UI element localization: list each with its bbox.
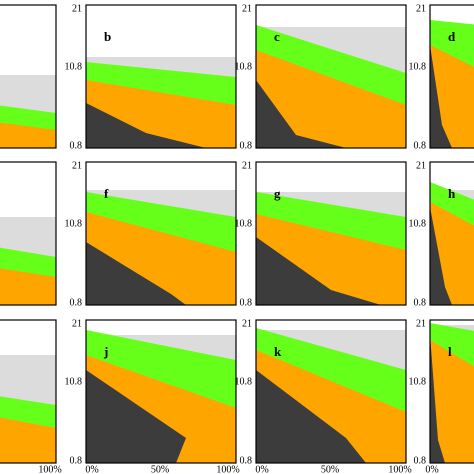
x-tick-label: 0% <box>425 464 438 474</box>
y-tick-label: 10.8 <box>65 218 83 229</box>
y-tick-label: 0.8 <box>414 455 427 466</box>
y-tick-label: 10.8 <box>235 61 253 72</box>
y-tick-label: 10.8 <box>409 218 427 229</box>
y-tick-label: 10.8 <box>65 61 83 72</box>
panel-frame <box>429 4 474 149</box>
x-tick-label: 100% <box>38 464 61 474</box>
y-tick-label: 0.8 <box>70 455 83 466</box>
y-tick-label: 10.8 <box>235 376 253 387</box>
panel: c 21 10.8 0.8 <box>235 3 407 151</box>
x-tick-label: 0% <box>85 464 98 474</box>
panel-frame <box>0 4 57 149</box>
panel-frame <box>255 319 407 464</box>
panel: k 21 10.8 0.8 <box>235 318 407 466</box>
panel: f 21 10.8 0.8 <box>65 160 237 308</box>
y-tick-label: 21 <box>72 318 82 329</box>
dark-band <box>256 237 381 305</box>
y-tick-label: 21 <box>416 3 426 14</box>
y-tick-label: 10.8 <box>409 61 427 72</box>
panel-letter: f <box>104 186 109 201</box>
dark-band <box>430 335 445 463</box>
dark-band <box>86 242 186 305</box>
panel: j 21 10.8 0.8 <box>65 318 237 466</box>
panel-letter: k <box>274 344 282 359</box>
panel <box>0 4 57 149</box>
y-tick-label: 0.8 <box>240 455 253 466</box>
y-tick-label: 0.8 <box>240 297 253 308</box>
panel-letter: h <box>448 186 456 201</box>
y-tick-label: 0.8 <box>70 297 83 308</box>
panel-letter: g <box>274 186 281 201</box>
panel-letter: j <box>103 344 108 359</box>
panel-frame <box>0 161 57 306</box>
x-tick-label: 50% <box>321 464 339 474</box>
panel-frame <box>255 161 407 306</box>
panel <box>0 319 57 464</box>
y-tick-label: 10.8 <box>65 376 83 387</box>
panel-letter: l <box>448 344 452 359</box>
orange-band <box>430 340 474 463</box>
dark-band <box>86 370 186 463</box>
y-tick-label: 21 <box>72 160 82 171</box>
orange-band <box>0 417 56 463</box>
y-tick-label: 21 <box>242 160 252 171</box>
y-tick-label: 10.8 <box>409 376 427 387</box>
panel-letter: c <box>274 29 280 44</box>
panel-frame <box>255 4 407 149</box>
y-tick-label: 0.8 <box>414 140 427 151</box>
panel-letter: d <box>448 29 456 44</box>
dark-band <box>256 80 346 148</box>
x-tick-label: 100% <box>388 464 411 474</box>
y-tick-label: 0.8 <box>240 140 253 151</box>
y-tick-label: 21 <box>72 3 82 14</box>
dark-band <box>430 207 452 305</box>
panels: b 21 10.8 0.8 c 21 10.8 0.8 d 21 10.8 0.8 f 21 10.8 0.8… <box>0 3 474 474</box>
panel: d 21 10.8 0.8 <box>409 3 474 151</box>
orange-band <box>0 122 56 148</box>
panel <box>0 161 57 306</box>
y-tick-label: 21 <box>242 3 252 14</box>
panel-frame <box>429 161 474 306</box>
y-tick-label: 10.8 <box>235 218 253 229</box>
y-tick-label: 21 <box>416 160 426 171</box>
orange-band <box>0 268 56 305</box>
panel-frame <box>85 319 237 464</box>
dark-band <box>256 370 366 463</box>
panel-frame <box>85 161 237 306</box>
y-tick-label: 21 <box>242 318 252 329</box>
panel: h 21 10.8 0.8 <box>409 160 474 308</box>
dark-band <box>430 45 452 148</box>
panel-frame <box>429 319 474 464</box>
panel: g 21 10.8 0.8 <box>235 160 407 308</box>
panel: l 21 10.8 0.8 <box>409 318 474 466</box>
panel: b 21 10.8 0.8 <box>65 3 237 151</box>
y-tick-label: 0.8 <box>414 297 427 308</box>
orange-band <box>256 50 406 148</box>
panel-frame <box>85 4 237 149</box>
x-tick-label: 50% <box>151 464 169 474</box>
y-tick-label: 0.8 <box>70 140 83 151</box>
panel-frame <box>0 319 57 464</box>
y-tick-label: 21 <box>416 318 426 329</box>
x-tick-label: 0% <box>255 464 268 474</box>
x-tick-label: 100% <box>216 464 239 474</box>
panel-letter: b <box>104 29 111 44</box>
dark-band <box>86 103 206 148</box>
